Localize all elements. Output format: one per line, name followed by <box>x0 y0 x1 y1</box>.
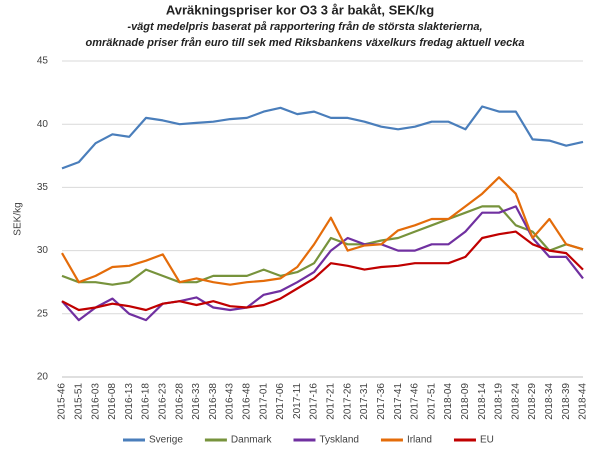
x-tick-label: 2017-41 <box>393 383 404 420</box>
series-line <box>61 105 584 170</box>
y-tick-label: 30 <box>37 245 49 256</box>
legend-label: Danmark <box>231 435 273 446</box>
x-tick-label: 2017-26 <box>342 383 353 420</box>
series-line <box>61 205 584 322</box>
x-tick-label: 2016-03 <box>90 383 101 420</box>
x-tick-label: 2018-39 <box>561 383 572 420</box>
y-axis-label: SEK/kg <box>13 202 24 235</box>
y-tick-label: 20 <box>37 372 49 383</box>
x-tick-label: 2018-09 <box>460 383 471 420</box>
x-tick-label: 2018-34 <box>544 383 555 420</box>
x-tick-label: 2016-43 <box>225 383 236 420</box>
x-tick-label: 2017-01 <box>258 383 269 420</box>
series-line <box>61 205 584 286</box>
chart-subtitle: -vägt medelpris baserat på rapportering … <box>127 21 482 33</box>
x-tick-label: 2016-28 <box>174 383 185 420</box>
x-tick-label: 2018-14 <box>477 383 488 420</box>
x-tick-label: 2016-33 <box>191 383 202 420</box>
x-tick-label: 2016-38 <box>208 383 219 420</box>
x-tick-label: 2016-08 <box>107 383 118 420</box>
x-tick-label: 2016-13 <box>124 383 135 420</box>
x-tick-label: 2016-48 <box>242 383 253 420</box>
x-tick-label: 2018-04 <box>443 383 454 420</box>
chart-subtitle: omräknade priser från euro till sek med … <box>86 37 525 49</box>
legend-label: EU <box>480 435 494 446</box>
x-tick-label: 2017-21 <box>326 383 337 420</box>
chart-title: Avräkningspriser kor O3 3 år bakåt, SEK/… <box>166 2 434 17</box>
x-tick-label: 2017-06 <box>275 383 286 420</box>
x-tick-label: 2018-29 <box>527 383 538 420</box>
y-tick-label: 45 <box>37 56 49 67</box>
x-tick-label: 2017-51 <box>426 383 437 420</box>
legend-label: Sverige <box>149 435 183 446</box>
x-tick-label: 2017-46 <box>410 383 421 420</box>
legend-label: Tyskland <box>319 435 358 446</box>
series-line <box>61 176 584 286</box>
y-tick-label: 40 <box>37 119 49 130</box>
x-tick-label: 2017-36 <box>376 383 387 420</box>
y-tick-label: 35 <box>37 182 49 193</box>
x-tick-label: 2015-46 <box>57 383 68 420</box>
x-tick-label: 2018-44 <box>578 383 589 420</box>
x-tick-label: 2017-16 <box>309 383 320 420</box>
legend-label: Irland <box>407 435 432 446</box>
y-tick-label: 25 <box>37 308 49 319</box>
x-tick-label: 2018-19 <box>494 383 505 420</box>
x-tick-label: 2015-51 <box>73 383 84 420</box>
x-tick-label: 2018-24 <box>510 383 521 420</box>
x-tick-label: 2016-23 <box>157 383 168 420</box>
x-tick-label: 2016-18 <box>141 383 152 420</box>
series-line <box>61 230 584 312</box>
x-tick-label: 2017-11 <box>292 383 303 419</box>
x-tick-label: 2017-31 <box>359 383 370 420</box>
